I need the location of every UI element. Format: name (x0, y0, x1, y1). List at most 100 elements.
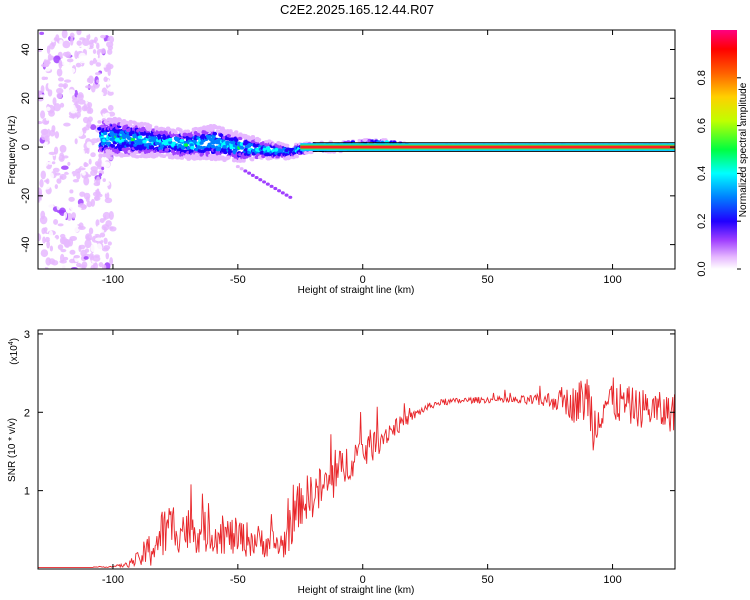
heatmap-cell (217, 146, 222, 151)
heatmap-cell (84, 239, 92, 249)
heatmap-cell (135, 154, 140, 159)
chart-title: C2E2.2025.165.12.44.R07 (280, 2, 434, 17)
heatmap-cell (186, 156, 192, 161)
snr-panel: -100 -50 0 50 100 1 2 3 Height of straight line… (7, 329, 676, 596)
y-tick-label: -20 (20, 188, 32, 204)
heatmap-cell (101, 166, 105, 171)
heatmap-cell (94, 195, 99, 201)
heatmap-cell (247, 142, 252, 147)
heatmap-cell (90, 152, 96, 158)
heatmap-cell (69, 104, 77, 114)
heatmap-cell (88, 158, 92, 165)
heatmap-cell (78, 167, 86, 171)
y-tick-label: 1 (24, 486, 30, 498)
heatmap-cell (100, 48, 106, 55)
heatmap-cell (104, 121, 110, 125)
heatmap-cell (63, 211, 68, 219)
heatmap-cell (277, 189, 282, 193)
heatmap-cell (262, 180, 267, 184)
heatmap-cell (57, 244, 64, 251)
heatmap-cell (98, 153, 103, 158)
heatmap-band-core (300, 145, 675, 149)
heatmap-cell (100, 34, 106, 39)
heatmap-cell (86, 101, 93, 109)
heatmap-cell (65, 51, 72, 59)
heatmap-cell (238, 132, 243, 137)
heatmap-cell (235, 164, 240, 169)
heatmap-cell (198, 145, 203, 150)
heatmap-cell (84, 61, 90, 69)
heatmap-cell (69, 249, 76, 255)
heatmap-cell (76, 94, 84, 98)
heatmap-cell (107, 86, 115, 93)
heatmap-cell (219, 133, 224, 137)
heatmap-cell (81, 38, 90, 47)
heatmap-cell (47, 82, 54, 90)
heatmap-cell (90, 198, 96, 207)
heatmap-cell (65, 112, 70, 121)
heatmap-cell (104, 112, 111, 118)
colorbar: 0.0 0.2 0.4 0.6 0.8 Normalized spectral ampl… (696, 30, 749, 277)
heatmap-cell (106, 62, 112, 71)
heatmap-cell (48, 230, 54, 240)
heatmap-cell (108, 210, 114, 220)
spectrogram-ticks: -100 -50 0 50 100 -40 -20 0 20 40 (20, 30, 675, 286)
heatmap-cell (40, 85, 45, 93)
heatmap-cell (60, 248, 67, 253)
heatmap-cell (95, 62, 102, 67)
heatmap-cell (62, 40, 71, 49)
heatmap-cell (66, 139, 71, 148)
heatmap-cell (249, 157, 255, 162)
heatmap-cell (106, 154, 111, 159)
heatmap-cell (243, 169, 248, 173)
heatmap-cell (194, 152, 199, 157)
heatmap-cell (212, 131, 218, 136)
heatmap-cell (173, 130, 178, 135)
heatmap-cell (69, 173, 74, 182)
heatmap-cell (152, 154, 158, 158)
heatmap-cell (39, 215, 48, 225)
heatmap-cell (49, 245, 54, 252)
heatmap-cell (69, 189, 74, 194)
heatmap-cell (45, 178, 50, 185)
heatmap-cell (83, 103, 88, 111)
heatmap-cell (65, 96, 71, 101)
heatmap-cell (61, 30, 68, 39)
heatmap-cell (41, 159, 49, 168)
heatmap-cell (155, 141, 160, 146)
heatmap-cell (68, 67, 76, 74)
x-tick-label: -50 (230, 274, 246, 286)
heatmap-cell (88, 75, 94, 84)
heatmap-cell (74, 138, 78, 145)
heatmap-cell (40, 148, 47, 155)
heatmap-cell (150, 151, 155, 155)
heatmap-cell (48, 110, 55, 117)
heatmap-cell (39, 31, 45, 36)
heatmap-cell (82, 71, 89, 79)
heatmap-cell (49, 42, 55, 50)
heatmap-cell (62, 219, 70, 229)
heatmap-cell (40, 132, 49, 141)
heatmap-cell (210, 144, 216, 149)
heatmap-cell (54, 131, 60, 139)
heatmap-cell (97, 120, 102, 124)
heatmap-cell (83, 162, 89, 167)
heatmap-cell (88, 212, 95, 218)
heatmap-cell (52, 97, 57, 106)
heatmap-cell (288, 195, 293, 199)
heatmap-cell (190, 146, 195, 150)
heatmap-cell (47, 203, 54, 210)
heatmap-cell (82, 30, 90, 36)
heatmap-cell (74, 50, 79, 60)
heatmap-cell (109, 226, 114, 230)
heatmap-cell (69, 235, 78, 241)
heatmap-cell (184, 143, 189, 147)
heatmap-cell (274, 148, 279, 152)
heatmap-cell (293, 154, 299, 158)
heatmap-cell (258, 178, 263, 182)
heatmap-cell (59, 259, 67, 264)
heatmap-cell (201, 133, 206, 138)
heatmap-cell (280, 191, 285, 195)
heatmap-cell (265, 182, 270, 186)
heatmap-cell (76, 30, 82, 36)
